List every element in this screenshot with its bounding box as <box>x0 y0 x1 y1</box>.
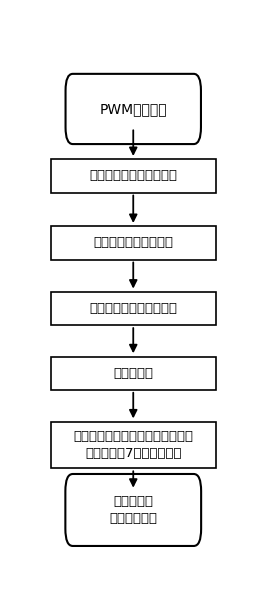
Text: 返回主程序
等待下一中断: 返回主程序 等待下一中断 <box>109 495 157 525</box>
FancyBboxPatch shape <box>51 292 216 325</box>
Text: 计算有效矢量的作用时间: 计算有效矢量的作用时间 <box>89 302 177 315</box>
Text: 控制环运算得到期望电压: 控制环运算得到期望电压 <box>89 169 177 182</box>
Text: 过调制处理: 过调制处理 <box>113 367 153 380</box>
FancyBboxPatch shape <box>51 422 216 469</box>
FancyBboxPatch shape <box>66 74 201 144</box>
Text: PWM中断开始: PWM中断开始 <box>99 102 167 116</box>
Text: 根据期望电压判断扇区: 根据期望电压判断扇区 <box>93 236 173 250</box>
Text: 三相比较器赋值，将比较器最大值
赋给开关管7对应的比较器: 三相比较器赋值，将比较器最大值 赋给开关管7对应的比较器 <box>73 430 193 460</box>
FancyBboxPatch shape <box>51 226 216 260</box>
FancyBboxPatch shape <box>65 474 201 546</box>
FancyBboxPatch shape <box>51 356 216 390</box>
FancyBboxPatch shape <box>51 160 216 193</box>
